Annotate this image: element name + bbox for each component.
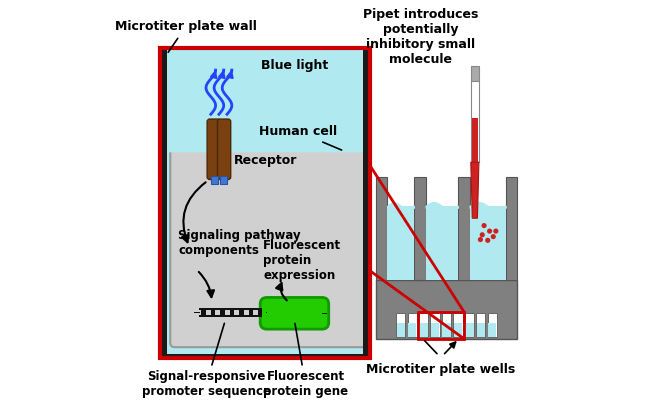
FancyBboxPatch shape [170, 147, 367, 347]
Bar [376, 177, 387, 280]
Bar [249, 308, 253, 316]
Text: Signal-responsive
promoter sequence: Signal-responsive promoter sequence [141, 323, 271, 399]
Bar [230, 308, 234, 316]
Bar [417, 312, 464, 339]
Bar [419, 322, 428, 337]
Bar [376, 280, 517, 339]
Bar [160, 48, 370, 357]
Bar [408, 322, 417, 337]
Bar [198, 308, 265, 310]
FancyBboxPatch shape [260, 297, 329, 329]
Bar [470, 206, 506, 280]
Bar [194, 312, 200, 313]
Bar [220, 308, 224, 316]
Bar [264, 312, 269, 313]
Bar [167, 48, 363, 357]
Text: Signaling pathway
components: Signaling pathway components [178, 229, 301, 257]
Bar [476, 313, 485, 337]
Text: Fluorescent
protein gene: Fluorescent protein gene [263, 323, 348, 399]
Text: Microtiter plate wells: Microtiter plate wells [366, 363, 515, 376]
Bar [397, 322, 405, 337]
Bar [322, 313, 326, 314]
Circle shape [480, 232, 485, 237]
Bar [201, 308, 206, 316]
Bar [211, 176, 218, 184]
Bar [396, 313, 405, 337]
Bar [363, 48, 370, 357]
Bar [476, 322, 485, 337]
Bar [458, 177, 470, 280]
Bar [425, 206, 458, 280]
Bar [454, 313, 462, 337]
Bar [454, 322, 462, 337]
Bar [431, 322, 440, 337]
Circle shape [493, 229, 498, 234]
FancyBboxPatch shape [207, 119, 220, 179]
Circle shape [485, 238, 490, 243]
Bar [407, 313, 417, 337]
Bar [160, 353, 370, 357]
Bar [471, 66, 479, 81]
Bar [220, 176, 227, 184]
FancyBboxPatch shape [218, 119, 230, 179]
Bar [160, 48, 370, 357]
Circle shape [487, 229, 492, 234]
Bar [430, 313, 440, 337]
Bar [419, 313, 428, 337]
Bar [471, 81, 479, 162]
Bar [258, 308, 263, 316]
Circle shape [482, 223, 486, 228]
Text: Pipet introduces
potentially
inhibitory small
molecule: Pipet introduces potentially inhibitory … [363, 8, 478, 66]
Bar [442, 313, 451, 337]
Bar [387, 206, 414, 280]
Bar [198, 315, 265, 316]
Text: Microtiter plate wall: Microtiter plate wall [115, 20, 257, 52]
Bar [442, 322, 451, 337]
Bar [414, 177, 425, 280]
Text: Fluorescent
protein
expression: Fluorescent protein expression [263, 239, 341, 282]
Bar [488, 313, 496, 337]
Bar [506, 177, 517, 280]
Polygon shape [471, 162, 479, 218]
Bar [472, 118, 478, 162]
Bar [239, 308, 243, 316]
Circle shape [478, 237, 483, 242]
Circle shape [490, 234, 496, 239]
Text: Human cell: Human cell [259, 125, 342, 150]
Bar [266, 312, 267, 313]
Text: Receptor: Receptor [234, 154, 297, 167]
Bar [488, 322, 496, 337]
Bar [210, 308, 215, 316]
Bar [465, 313, 474, 337]
Bar [465, 322, 474, 337]
Text: Blue light: Blue light [261, 59, 328, 72]
Bar [160, 48, 167, 357]
